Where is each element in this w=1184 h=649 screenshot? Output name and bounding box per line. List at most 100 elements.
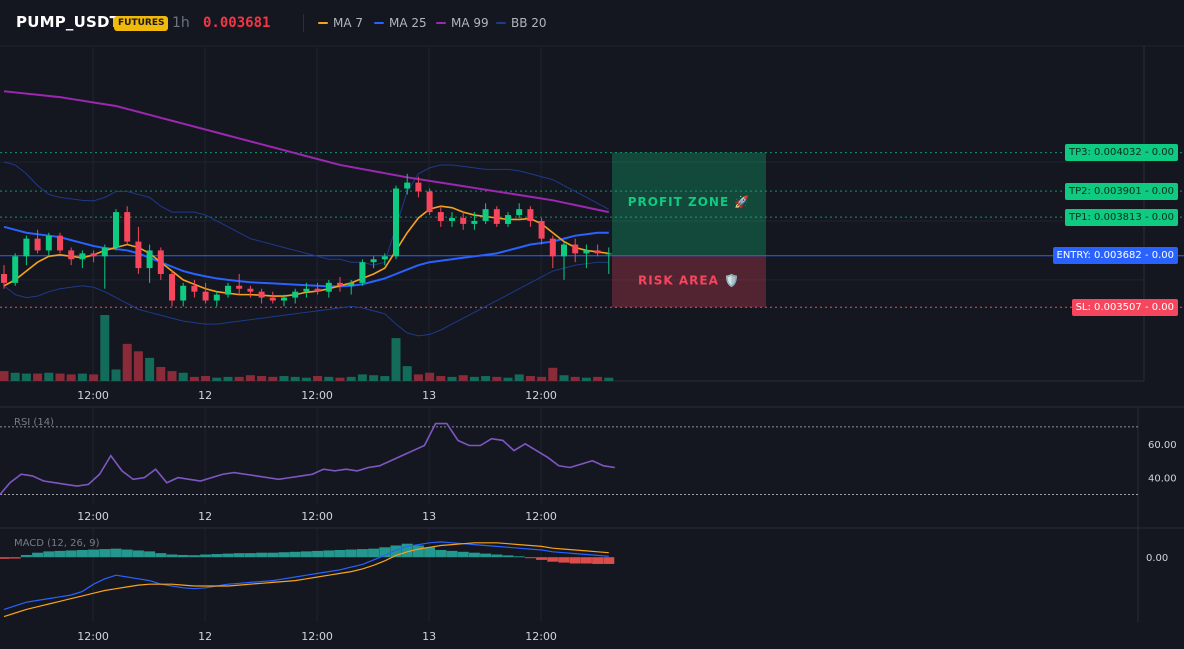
- candle-body-7: [79, 253, 86, 260]
- volume-bar-40: [447, 376, 457, 381]
- volume-bar-15: [167, 371, 177, 381]
- candle-body-40: [449, 218, 455, 221]
- macd-hist-bar-5: [54, 550, 66, 558]
- ma25-swatch: [374, 22, 384, 24]
- candle-body-10: [113, 212, 119, 248]
- level-label-sl[interactable]: SL: 0.003507 - 0.00: [1071, 298, 1178, 316]
- macd-hist-bar-12: [132, 550, 144, 558]
- level-label-tp3[interactable]: TP3: 0.004032 - 0.00: [1065, 144, 1178, 162]
- macd-hist-bar-51: [569, 557, 581, 564]
- candle-body-33: [370, 259, 377, 263]
- candle-body-53: [594, 250, 601, 254]
- macd-hist-bar-54: [603, 557, 615, 564]
- candle-body-15: [169, 274, 175, 301]
- macd-hist-bar-32: [356, 549, 368, 558]
- candle-body-4: [45, 235, 52, 251]
- ma25-line: [3, 225, 609, 288]
- volume-bar-16: [178, 372, 188, 381]
- candle-body-41: [460, 218, 467, 224]
- profit-zone-label: PROFIT ZONE 🚀: [628, 195, 751, 209]
- x-tick-macd-0: 12:00: [77, 630, 109, 643]
- level-label-tp2[interactable]: TP2: 0.003901 - 0.00: [1065, 182, 1178, 200]
- volume-bar-0: [0, 371, 9, 381]
- volume-bar-38: [425, 372, 435, 381]
- macd-hist-bar-14: [155, 553, 167, 558]
- legend-ma25[interactable]: MA 25: [374, 16, 427, 30]
- legend-ma7[interactable]: MA 7: [318, 16, 363, 30]
- macd-pane: 0.00: [0, 541, 1168, 618]
- candle-body-39: [437, 212, 444, 221]
- macd-hist-bar-41: [457, 551, 469, 558]
- timeframe-label[interactable]: 1h: [172, 15, 190, 31]
- volume-bar-7: [77, 373, 87, 381]
- macd-hist-bar-29: [323, 550, 335, 558]
- volume-bar-36: [402, 366, 412, 381]
- level-lines: [0, 152, 1184, 308]
- level-label-entry[interactable]: ENTRY: 0.003682 - 0.00: [1052, 247, 1178, 265]
- candle-body-19: [213, 294, 220, 301]
- ma7-line: [3, 205, 609, 297]
- candle-body-1: [12, 256, 19, 283]
- candle-body-13: [146, 250, 153, 269]
- macd-hist-bar-28: [312, 550, 324, 558]
- macd-signal-line: [3, 542, 609, 618]
- candle-body-24: [269, 297, 276, 301]
- macd-hist-bar-18: [200, 554, 212, 558]
- volume-bar-12: [133, 351, 143, 381]
- bb20-swatch: [496, 22, 506, 24]
- candle-body-20: [225, 285, 231, 295]
- candle-body-50: [561, 244, 567, 257]
- volume-bar-31: [346, 376, 356, 381]
- x-tick-price-3: 13: [422, 389, 436, 402]
- volume-bar-4: [44, 372, 54, 381]
- x-tick-rsi-2: 12:00: [301, 510, 333, 523]
- rsi-line: [0, 422, 615, 496]
- volume-bar-48: [537, 376, 547, 381]
- volume-bar-19: [212, 377, 222, 381]
- candle-body-27: [303, 288, 310, 292]
- candle-body-42: [471, 220, 478, 224]
- legend-ma99[interactable]: MA 99: [436, 16, 489, 30]
- candle-body-3: [34, 238, 41, 251]
- macd-hist-bar-19: [211, 554, 223, 558]
- candle-body-26: [292, 291, 299, 298]
- macd-hist-bar-42: [468, 552, 480, 558]
- volume-bar-47: [525, 376, 535, 381]
- candle-body-5: [57, 235, 63, 251]
- volume-bar-23: [257, 376, 267, 381]
- macd-hist-bar-25: [278, 552, 290, 558]
- candle-body-6: [68, 250, 75, 260]
- volume-bar-8: [89, 374, 99, 381]
- candle-body-47: [527, 209, 534, 221]
- macd-hist-bar-45: [502, 555, 514, 558]
- volume-bar-1: [10, 372, 20, 381]
- level-label-tp1[interactable]: TP1: 0.003813 - 0.00: [1065, 208, 1178, 226]
- bb-lower-line: [3, 261, 609, 337]
- volume-bar-54: [604, 377, 614, 381]
- candle-body-38: [426, 191, 433, 213]
- x-tick-rsi-4: 12:00: [525, 510, 557, 523]
- bollinger-bands: [3, 161, 610, 337]
- candle-body-14: [157, 250, 164, 274]
- macd-hist-bar-2: [20, 554, 32, 558]
- volume-bar-3: [33, 373, 43, 381]
- rsi-axis-label-0: 60.00: [1148, 440, 1177, 451]
- ma99-line: [3, 90, 610, 214]
- candle-body-32: [359, 262, 366, 283]
- volume-bar-5: [55, 373, 65, 381]
- macd-hist-bar-4: [43, 551, 55, 558]
- macd-hist-bar-26: [289, 551, 301, 558]
- macd-hist-bar-40: [446, 550, 458, 558]
- macd-hist-bar-39: [435, 550, 447, 558]
- symbol-name[interactable]: PUMP_USDT: [16, 13, 121, 31]
- volume-bar-11: [122, 343, 132, 381]
- macd-hist-bar-43: [480, 553, 492, 558]
- macd-hist-bar-9: [99, 549, 111, 558]
- volume-bar-52: [581, 377, 591, 381]
- x-tick-price-4: 12:00: [525, 389, 557, 402]
- candle-body-25: [281, 297, 287, 301]
- macd-hist-bar-7: [76, 550, 88, 558]
- legend-bb20[interactable]: BB 20: [496, 16, 547, 30]
- macd-hist-bar-1: [9, 557, 21, 559]
